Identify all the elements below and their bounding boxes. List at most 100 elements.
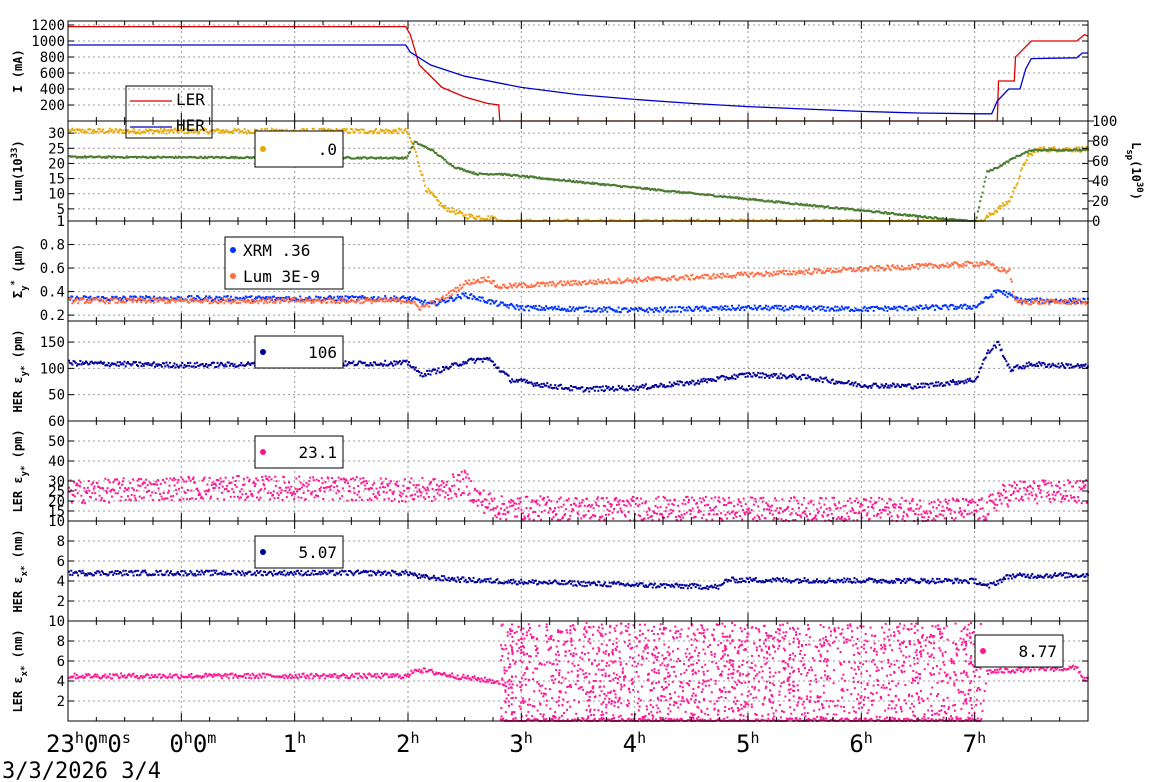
data-point	[73, 129, 76, 132]
data-point	[385, 156, 388, 159]
data-point	[460, 364, 463, 367]
data-point	[224, 156, 227, 159]
data-point	[403, 300, 406, 303]
data-point	[548, 177, 551, 180]
data-point	[600, 308, 603, 311]
data-point	[173, 297, 176, 300]
data-point	[779, 270, 782, 273]
data-point	[502, 301, 505, 304]
data-point	[1060, 300, 1063, 302]
data-point	[689, 307, 692, 310]
data-point	[71, 363, 74, 366]
data-point	[102, 156, 104, 159]
data-point	[574, 308, 577, 311]
data-point	[507, 374, 510, 377]
data-point	[593, 182, 596, 185]
data-point	[948, 305, 951, 308]
data-point	[460, 297, 463, 300]
data-point	[585, 310, 588, 313]
data-point	[519, 378, 522, 381]
data-point	[523, 378, 526, 381]
data-point	[521, 304, 524, 307]
data-point	[497, 366, 500, 369]
data-point	[359, 360, 362, 363]
data-point	[681, 192, 684, 195]
data-point	[995, 291, 998, 294]
data-point	[122, 129, 125, 132]
data-point	[497, 286, 500, 289]
data-point	[647, 187, 650, 190]
data-point	[697, 193, 699, 196]
data-point	[800, 378, 803, 381]
data-point	[177, 155, 180, 158]
data-point	[754, 375, 757, 378]
data-point	[834, 271, 837, 273]
data-point	[802, 204, 805, 207]
data-point	[461, 363, 464, 366]
data-point	[205, 363, 208, 365]
data-point	[489, 173, 492, 176]
data-point	[511, 378, 514, 381]
data-point	[138, 298, 141, 301]
data-point	[77, 297, 80, 300]
data-point	[227, 299, 230, 302]
data-point	[748, 276, 750, 279]
data-point	[1078, 366, 1081, 369]
data-point	[256, 296, 259, 299]
data-point	[249, 301, 252, 304]
data-point	[647, 311, 650, 314]
data-point	[657, 188, 660, 191]
data-point	[714, 306, 716, 309]
data-point	[946, 218, 949, 221]
data-point	[666, 279, 669, 282]
data-point	[1003, 162, 1005, 164]
data-point	[1034, 365, 1037, 368]
data-point	[697, 276, 699, 279]
data-point	[655, 276, 658, 279]
data-point	[311, 127, 314, 130]
data-point	[204, 364, 206, 367]
data-point	[797, 270, 800, 272]
data-point	[685, 192, 688, 195]
data-point	[1032, 301, 1035, 304]
data-point	[336, 301, 339, 304]
data-point	[639, 279, 642, 282]
data-point	[451, 293, 454, 296]
data-point	[68, 155, 70, 158]
data-point	[683, 191, 686, 194]
data-point	[733, 196, 736, 199]
data-point	[633, 308, 636, 311]
data-point	[222, 364, 225, 367]
data-point	[546, 282, 549, 285]
data-point	[354, 157, 357, 160]
data-point	[377, 156, 380, 159]
data-point	[1058, 149, 1061, 152]
data-point	[463, 362, 466, 365]
data-point	[485, 218, 488, 221]
data-point	[350, 128, 353, 130]
data-point	[1081, 302, 1084, 305]
data-point	[931, 304, 934, 307]
data-point	[761, 308, 764, 311]
data-point	[797, 306, 800, 309]
data-point	[627, 186, 630, 188]
data-point	[612, 281, 614, 284]
data-point	[431, 149, 434, 152]
data-point	[937, 306, 940, 309]
data-point	[724, 378, 727, 381]
data-point	[536, 308, 539, 311]
data-point	[194, 299, 197, 302]
data-point	[924, 304, 927, 307]
data-point	[701, 380, 704, 383]
data-point	[869, 265, 872, 268]
data-point	[954, 219, 957, 222]
data-point	[243, 128, 246, 131]
data-point	[692, 310, 695, 312]
data-point	[159, 364, 162, 366]
data-point	[642, 309, 645, 312]
data-point	[1078, 298, 1081, 301]
data-point	[771, 375, 774, 378]
data-point	[855, 269, 858, 272]
data-point	[813, 204, 816, 207]
data-point	[871, 219, 874, 222]
